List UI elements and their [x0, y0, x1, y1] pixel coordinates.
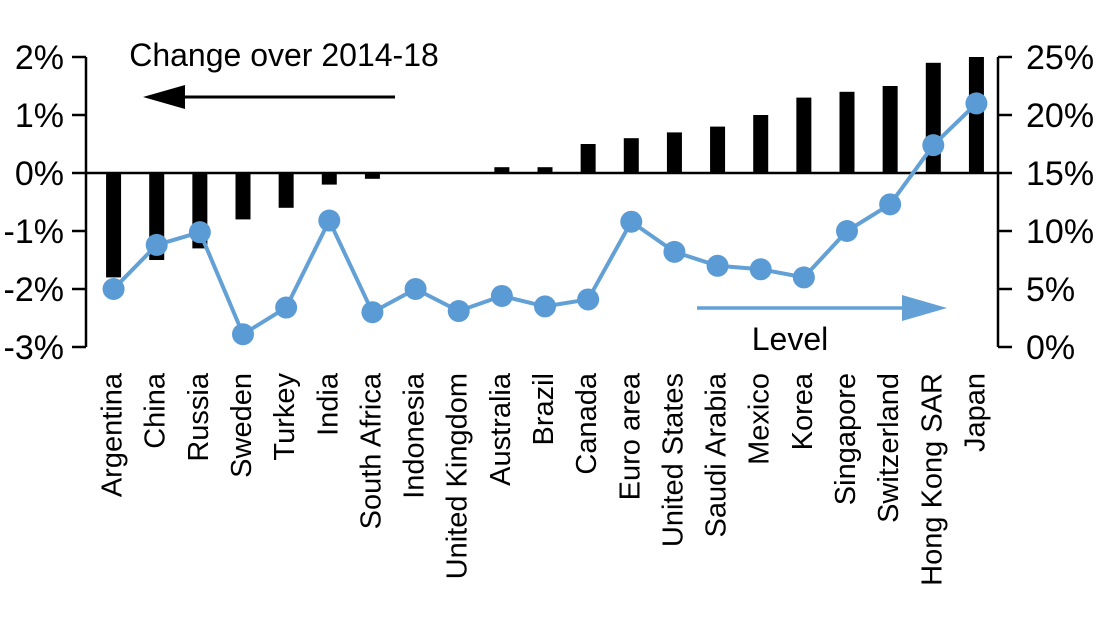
level-marker-japan — [965, 92, 988, 115]
category-label-russia: Russia — [183, 372, 215, 462]
bar-hong-kong-sar — [925, 62, 941, 173]
line-layer — [102, 92, 988, 346]
right-axis-tick-label: 20% — [1026, 97, 1094, 135]
category-label-united-kingdom: United Kingdom — [442, 373, 474, 579]
right-axis-tick-label: 15% — [1026, 155, 1094, 193]
level-marker-south-africa — [361, 301, 384, 324]
bar-japan — [968, 57, 984, 173]
level-marker-mexico — [749, 258, 772, 281]
category-label-india: India — [312, 372, 344, 436]
bar-south-africa — [364, 173, 380, 179]
category-label-indonesia: Indonesia — [399, 372, 431, 499]
left-axis-tick-label: 2% — [15, 39, 64, 77]
category-labels-layer: Argentina China Russia Sweden Turkey India Sou… — [97, 372, 992, 586]
category-label-united-states: United States — [657, 373, 689, 547]
category-label-argentina: Argentina — [97, 372, 129, 497]
category-label-sweden: Sweden — [226, 373, 258, 478]
level-marker-australia — [490, 284, 513, 307]
level-marker-united-states — [663, 240, 686, 263]
bar-brazil — [537, 167, 553, 173]
bar-turkey — [278, 173, 294, 208]
category-label-mexico: Mexico — [744, 373, 776, 465]
category-label-south-africa: South Africa — [355, 372, 387, 529]
level-marker-hong-kong-sar — [922, 134, 945, 157]
level-annotation: Level — [697, 295, 947, 357]
category-label-brazil: Brazil — [528, 373, 560, 446]
level-marker-china — [145, 233, 168, 256]
level-marker-singapore — [836, 220, 858, 242]
category-label-korea: Korea — [787, 372, 819, 450]
bar-saudi-arabia — [710, 126, 726, 173]
left-axis-tick-label: 1% — [15, 97, 64, 135]
bar-australia — [494, 167, 510, 173]
left-axis-tick-label: 0% — [15, 155, 64, 193]
left-arrow-icon — [143, 85, 185, 109]
left-axis-tick-label: -2% — [4, 271, 64, 309]
level-marker-switzerland — [879, 193, 902, 216]
category-label-switzerland: Switzerland — [873, 373, 905, 523]
left-axis-tick-label: -3% — [4, 329, 64, 367]
left-axis-tick-label: -1% — [4, 213, 64, 251]
level-marker-turkey — [275, 296, 298, 319]
level-marker-brazil — [534, 295, 556, 318]
level-annotation-label: Level — [752, 321, 829, 357]
category-label-australia: Australia — [485, 372, 517, 486]
bar-korea — [796, 97, 812, 173]
level-marker-sweden — [232, 323, 254, 346]
level-marker-russia — [188, 221, 211, 244]
right-arrow-icon — [902, 295, 947, 321]
right-axis-tick-label: 25% — [1026, 39, 1094, 77]
change-annotation-label: Change over 2014-18 — [129, 37, 439, 73]
level-marker-saudi-arabia — [706, 254, 729, 277]
bars-layer — [106, 57, 984, 278]
level-marker-india — [318, 209, 341, 232]
category-label-japan: Japan — [959, 373, 991, 452]
bar-singapore — [839, 91, 855, 173]
bar-canada — [580, 144, 596, 173]
right-axis-tick-label: 0% — [1026, 329, 1075, 367]
right-axis-tick-label: 10% — [1026, 213, 1094, 251]
level-marker-korea — [792, 266, 815, 289]
level-marker-indonesia — [404, 278, 427, 300]
bar-argentina — [106, 173, 122, 278]
change-annotation: Change over 2014-18 — [129, 37, 439, 109]
bar-united-states — [666, 132, 682, 173]
category-label-euro-area: Euro area — [614, 372, 646, 500]
bar-india — [321, 173, 337, 185]
category-label-turkey: Turkey — [269, 373, 301, 461]
level-marker-euro-area — [620, 210, 643, 233]
bar-mexico — [753, 115, 769, 173]
category-label-singapore: Singapore — [830, 373, 862, 505]
level-marker-united-kingdom — [447, 300, 470, 323]
level-marker-canada — [577, 288, 600, 311]
right-axis-tick-label: 5% — [1026, 271, 1075, 309]
level-marker-argentina — [102, 278, 125, 300]
category-label-saudi-arabia: Saudi Arabia — [701, 372, 733, 537]
bar-euro-area — [623, 138, 639, 173]
category-label-canada: Canada — [571, 372, 603, 474]
category-label-china: China — [140, 372, 172, 449]
bar-switzerland — [882, 86, 898, 173]
bar-sweden — [235, 173, 251, 220]
category-label-hong-kong-sar: Hong Kong SAR — [916, 373, 948, 586]
